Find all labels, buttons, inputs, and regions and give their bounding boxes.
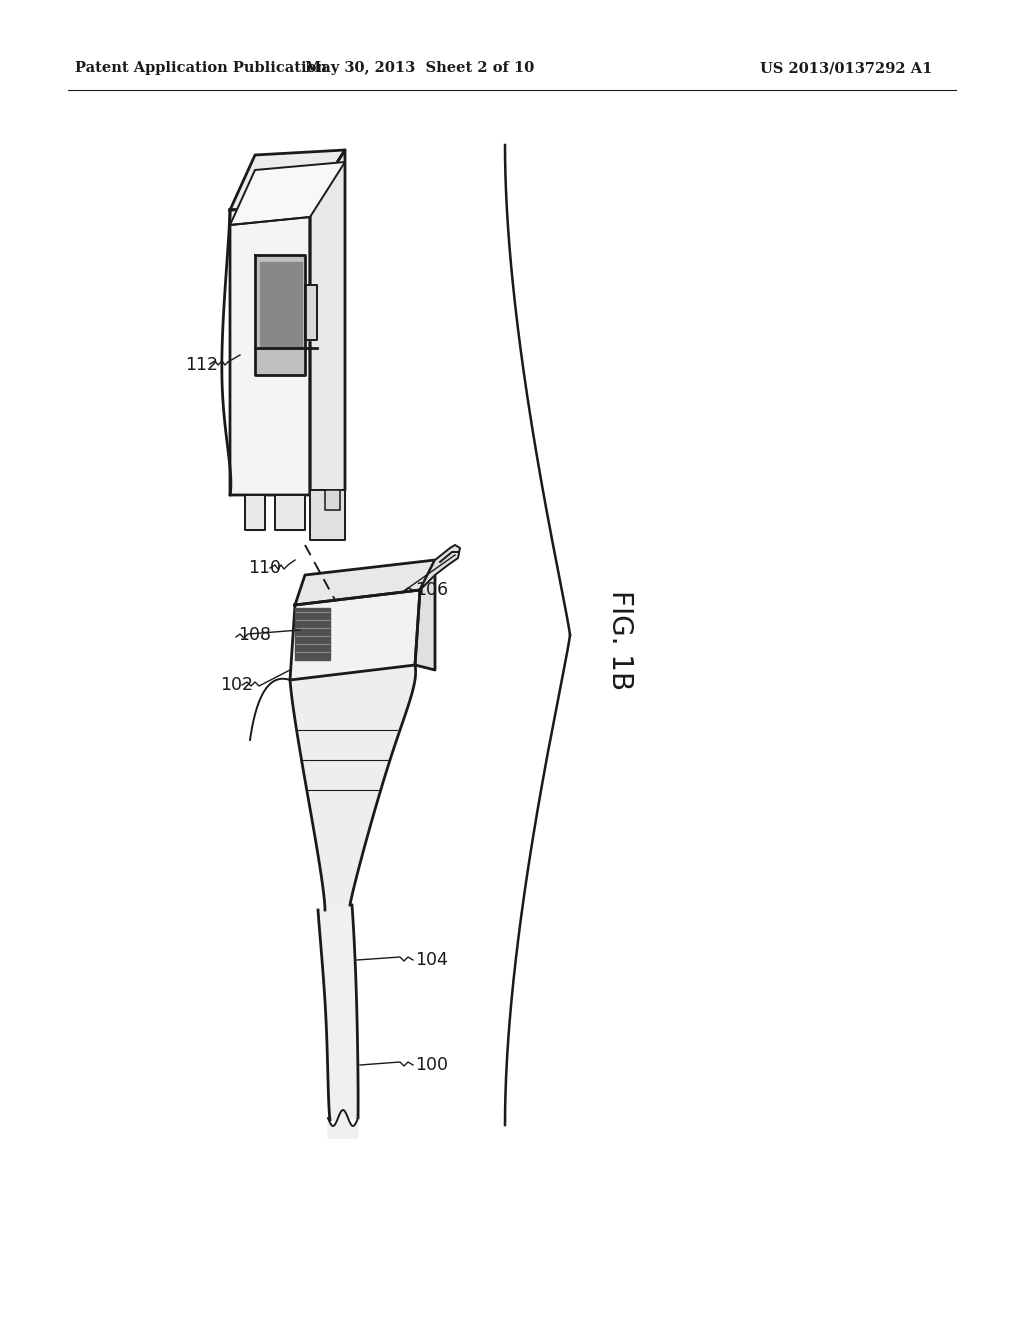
Text: 112: 112 [185, 356, 218, 374]
Polygon shape [230, 150, 345, 210]
Polygon shape [295, 201, 310, 205]
Text: 106: 106 [415, 581, 449, 599]
Polygon shape [290, 590, 420, 680]
Text: 100: 100 [415, 1056, 449, 1074]
Polygon shape [295, 609, 330, 660]
Polygon shape [255, 255, 305, 375]
Polygon shape [290, 665, 415, 909]
Polygon shape [260, 261, 302, 348]
Text: 102: 102 [220, 676, 253, 694]
Polygon shape [420, 545, 460, 590]
Polygon shape [328, 1110, 358, 1138]
Text: 104: 104 [415, 950, 447, 969]
Text: Patent Application Publication: Patent Application Publication [75, 61, 327, 75]
Polygon shape [325, 490, 340, 510]
Polygon shape [318, 906, 358, 1119]
Polygon shape [230, 162, 345, 224]
Polygon shape [230, 205, 310, 495]
Polygon shape [295, 560, 435, 605]
Text: 110: 110 [248, 558, 281, 577]
Polygon shape [310, 150, 345, 495]
Text: 108: 108 [238, 626, 271, 644]
Text: FIG. 1B: FIG. 1B [606, 590, 634, 690]
Polygon shape [245, 495, 265, 531]
Polygon shape [415, 560, 435, 671]
Polygon shape [275, 495, 305, 531]
Text: US 2013/0137292 A1: US 2013/0137292 A1 [760, 61, 933, 75]
Polygon shape [310, 490, 345, 540]
Polygon shape [305, 285, 317, 341]
Text: May 30, 2013  Sheet 2 of 10: May 30, 2013 Sheet 2 of 10 [305, 61, 535, 75]
